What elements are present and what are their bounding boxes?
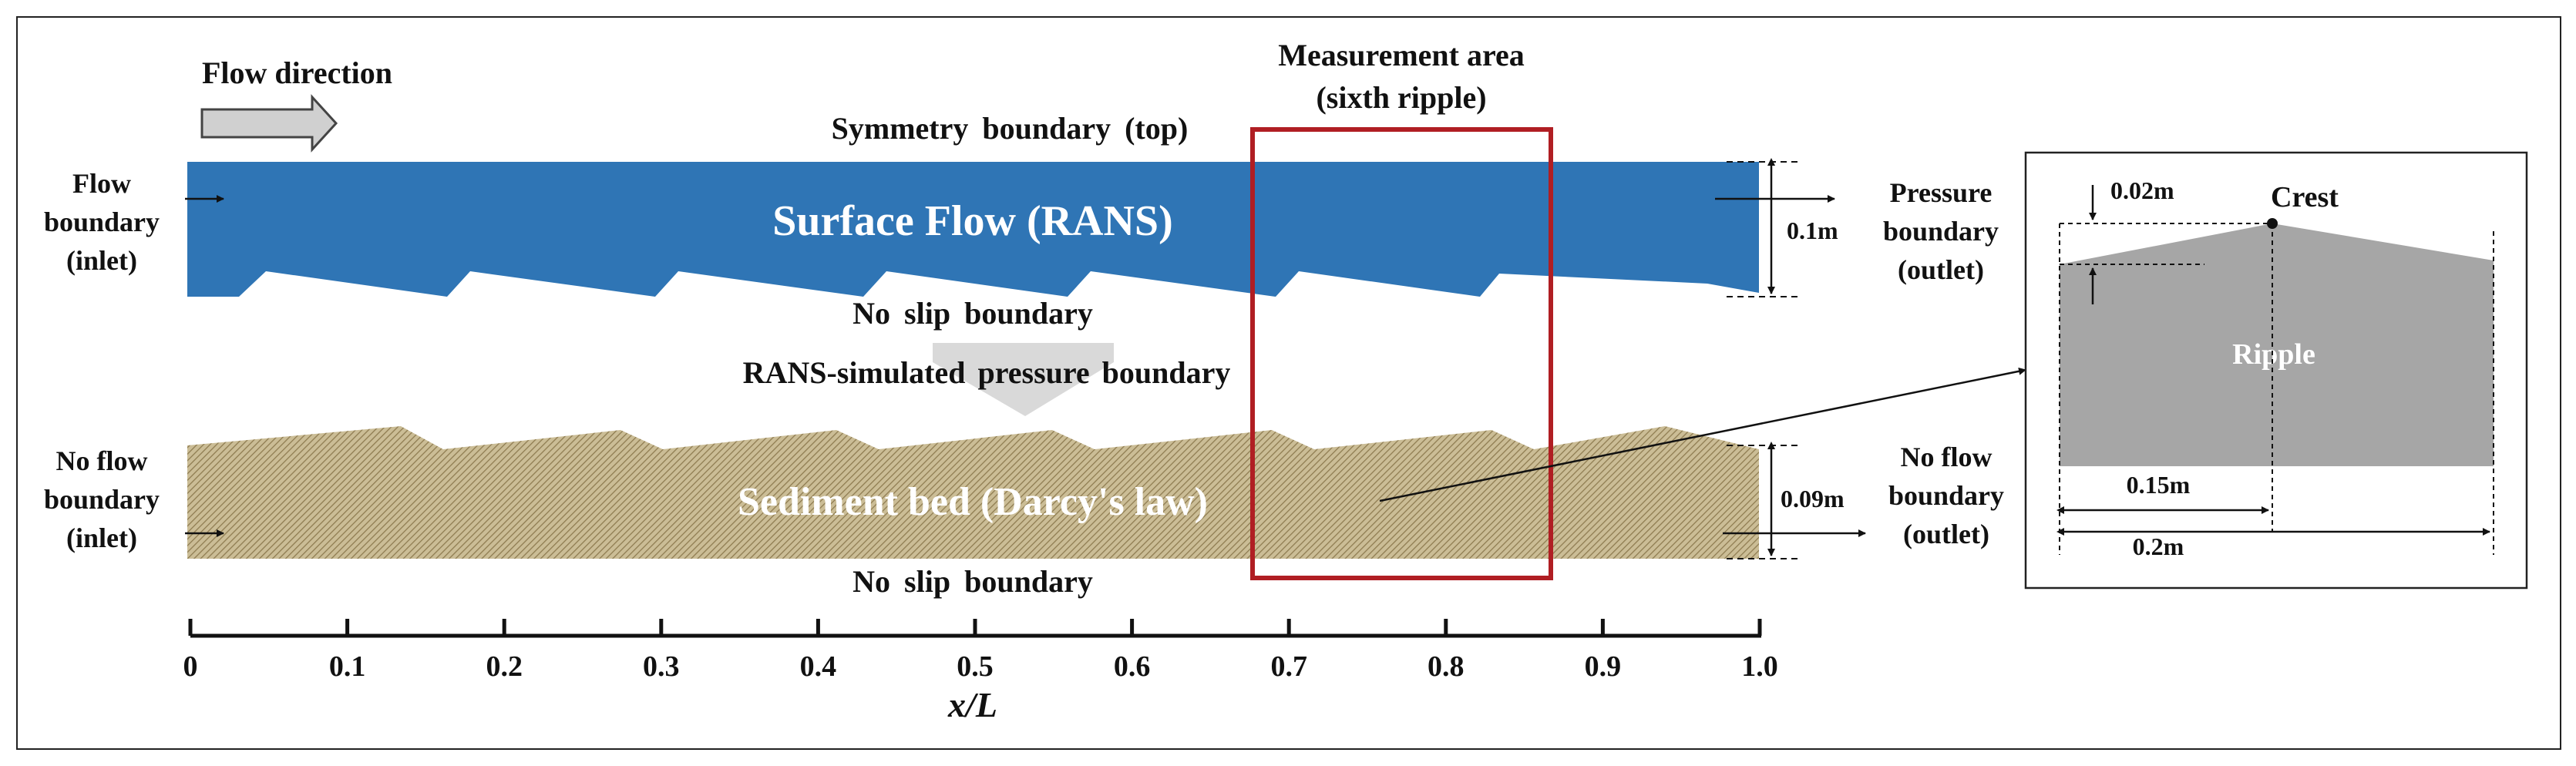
noflow-outlet-line1: No flow [1901,442,1993,472]
measurement-area-box [1250,127,1553,580]
x-axis-tick-label: 0.8 [1428,650,1465,683]
noflow-inlet-line1: No flow [56,445,148,476]
inset-height-label: 0.02m [2110,176,2174,204]
noflow-inlet-line3: (inlet) [66,522,137,553]
rans-pressure-label: RANS-simulated pressure boundary [743,355,1231,390]
dim-flow-label: 0.1m [1787,217,1838,244]
x-axis-tick-label: 0.6 [1114,650,1151,683]
measurement-area-label: Measurement area [1278,38,1525,72]
symmetry-boundary-label: Symmetry boundary (top) [832,111,1189,146]
flow-direction-label: Flow direction [202,55,392,90]
x-axis-tick-label: 0.7 [1270,650,1307,683]
x-axis-tick-label: 0.9 [1585,650,1622,683]
x-axis-tick-label: 0 [183,650,198,683]
pressure-boundary-line2: boundary [1883,216,1999,247]
x-axis-label: x/L [947,685,997,724]
inset-ripple-label: Ripple [2232,338,2315,371]
inset-ripple-shape [2060,223,2494,466]
surface-flow-label: Surface Flow (RANS) [772,197,1172,245]
x-axis-tick-label: 1.0 [1741,650,1778,683]
sediment-bed-label: Sediment bed (Darcy's law) [738,480,1208,524]
inset-length-label: 0.2m [2133,533,2184,560]
inset-leader-line [1379,367,2026,502]
dim-bed-label: 0.09m [1781,485,1845,512]
measurement-area-sublabel: (sixth ripple) [1316,80,1486,115]
noflow-outlet-line3: (outlet) [1903,519,1989,549]
x-axis-tick-label: 0.3 [643,650,680,683]
x-axis-tick-label: 0.2 [486,650,523,683]
x-axis-tick-label: 0.1 [329,650,366,683]
x-axis-tick-label: 0.4 [800,650,837,683]
flow-boundary-inlet-line2: boundary [44,207,160,237]
noflow-inlet-line2: boundary [44,484,160,515]
no-slip-bottom-label: No slip boundary [853,564,1093,599]
noflow-outlet-line2: boundary [1888,480,2004,511]
surface-flow-domain [187,162,1759,297]
x-axis-tick-label: 0.5 [957,650,994,683]
x-axis: 0 0.1 0.2 0.3 0.4 0.5 0.6 0.7 0.8 0.9 1.0 [183,619,1778,683]
pressure-boundary-line1: Pressure [1890,177,1993,208]
inset-crest-distance-label: 0.15m [2127,471,2191,499]
flow-direction-arrow [200,94,338,153]
pressure-boundary-line3: (outlet) [1898,254,1984,285]
inset-crest-label: Crest [2271,181,2339,213]
sediment-bed-domain [187,426,1759,559]
figure-frame [16,16,2561,750]
flow-boundary-inlet-line3: (inlet) [66,245,137,276]
flow-boundary-inlet-line1: Flow [72,168,131,199]
no-slip-top-label: No slip boundary [853,296,1093,331]
rans-pressure-arrow [933,343,1114,416]
